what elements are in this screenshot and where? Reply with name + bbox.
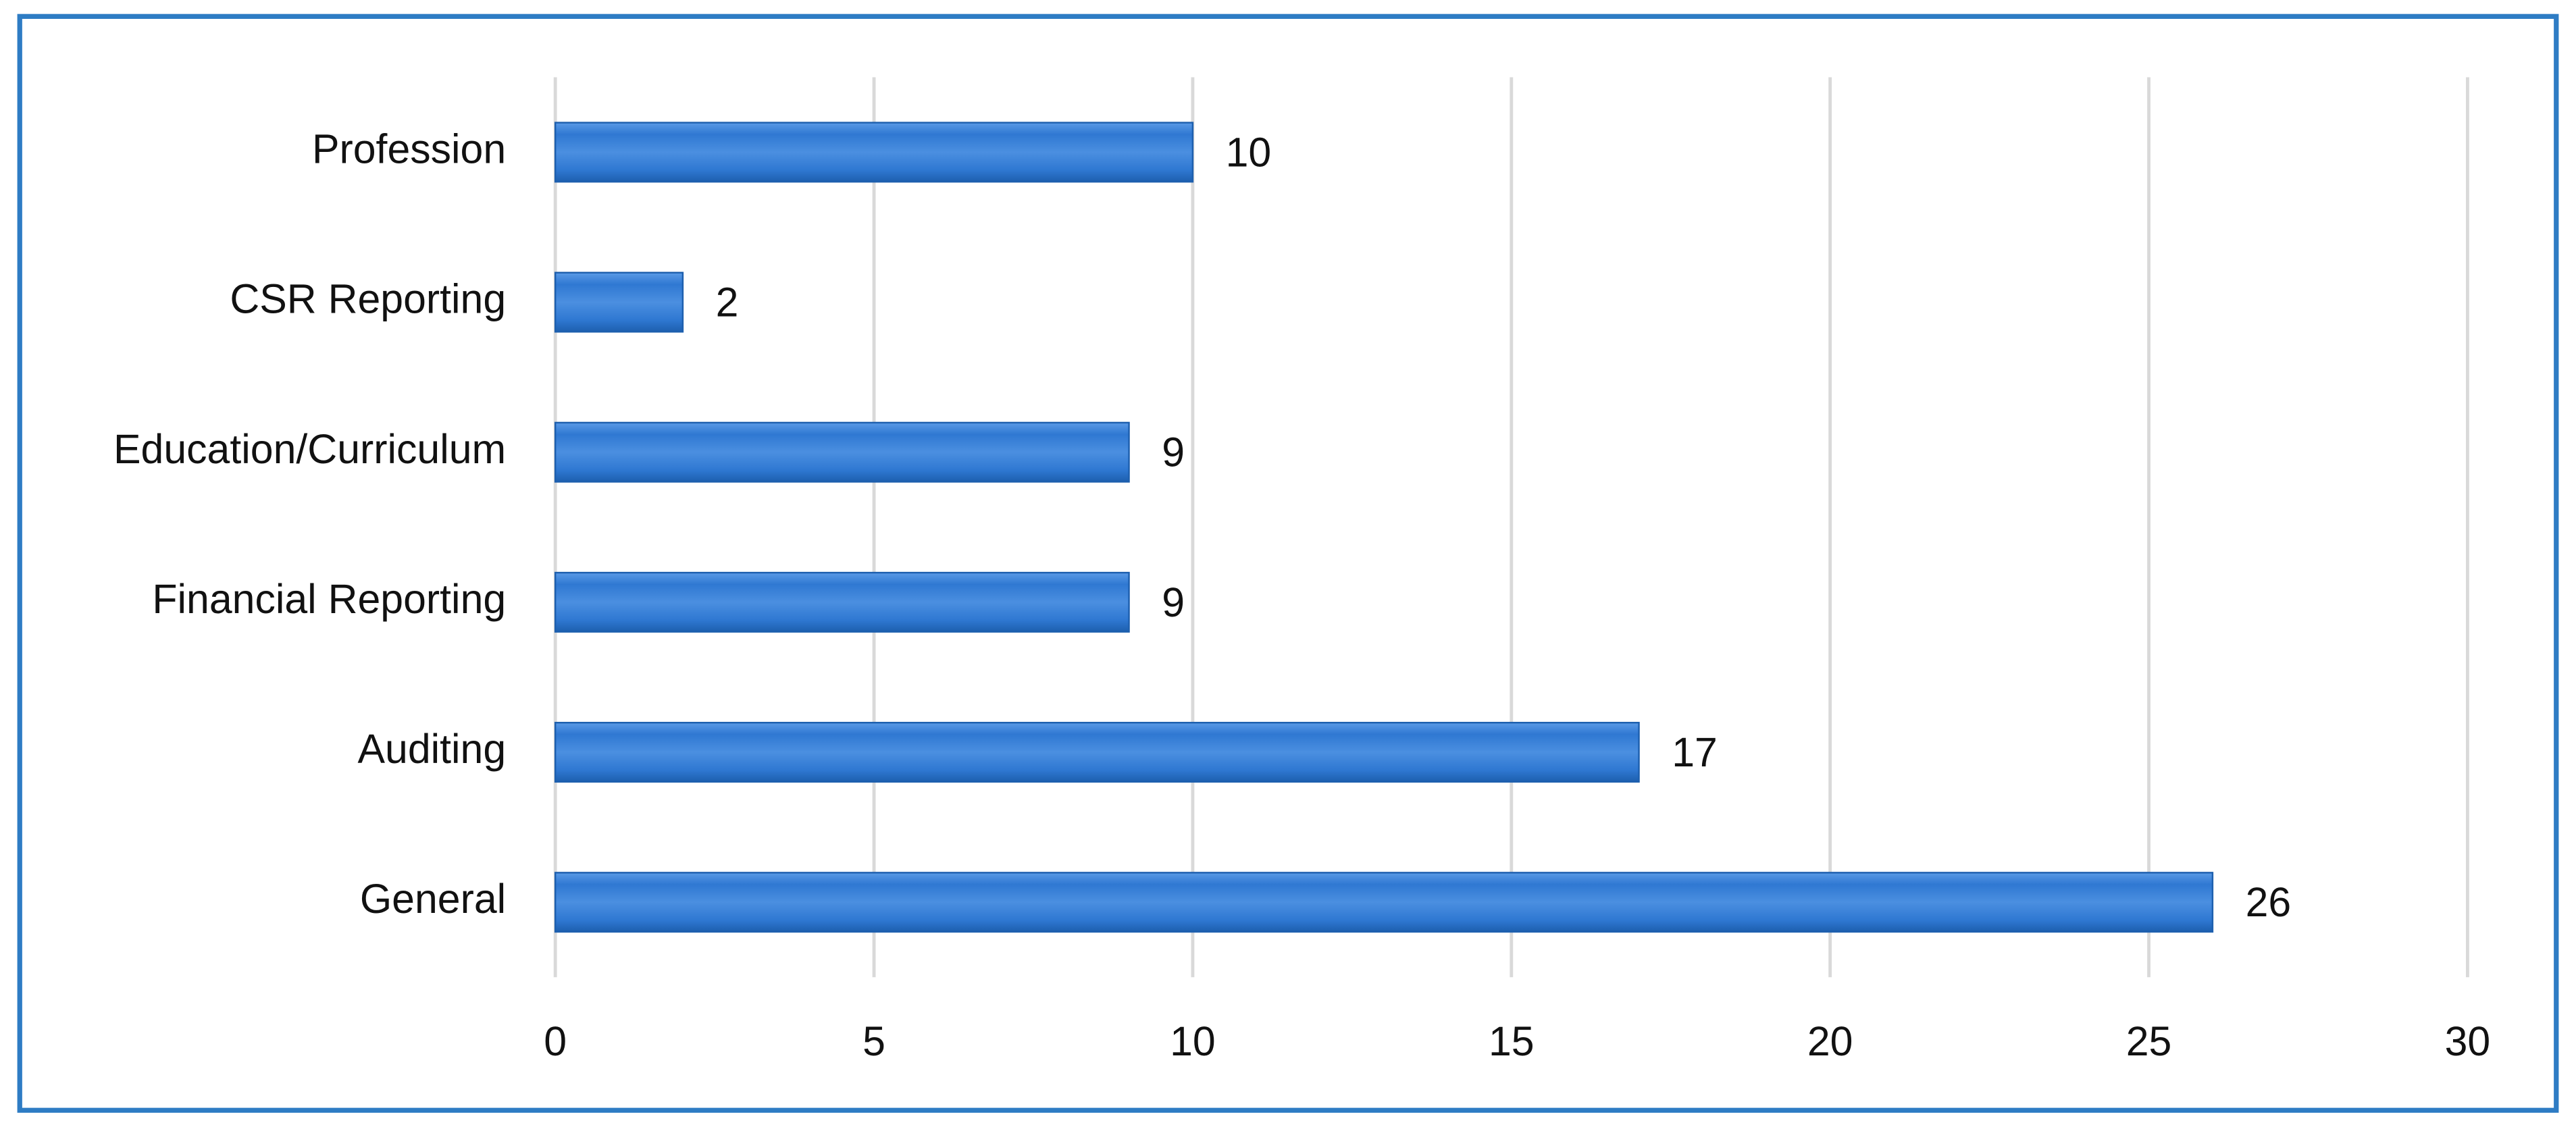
x-tick-label: 0 [544,1018,567,1064]
data-label: 9 [1162,429,1185,475]
x-tick-label: 5 [862,1018,885,1064]
bar [554,722,1640,783]
data-label: 9 [1162,579,1185,625]
bar [554,421,1130,483]
data-label: 10 [1226,129,1272,175]
bar [554,271,684,333]
y-tick-label: Auditing [357,726,506,772]
bar [554,571,1130,633]
y-tick-label: CSR Reporting [230,276,506,322]
plot: Profession 10 CSR Reporting 2 Education/Curr… [113,122,2292,933]
y-tick-label: Financial Reporting [152,576,506,622]
grid: 0 5 10 15 20 25 30 [544,77,2490,1064]
x-tick-label: 15 [1489,1018,1535,1064]
bar [554,872,2214,933]
data-label: 26 [2246,879,2292,925]
x-tick-label: 10 [1170,1018,1216,1064]
y-tick-label: Profession [312,126,506,172]
x-tick-label: 20 [1807,1018,1853,1064]
x-tick-label: 30 [2445,1018,2491,1064]
chart-border [17,14,2559,1113]
y-tick-label: General [360,876,506,922]
bar [554,122,1194,183]
y-tick-label: Education/Curriculum [113,426,506,472]
data-label: 17 [1672,729,1718,775]
x-tick-label: 25 [2126,1018,2172,1064]
data-label: 2 [716,279,739,325]
